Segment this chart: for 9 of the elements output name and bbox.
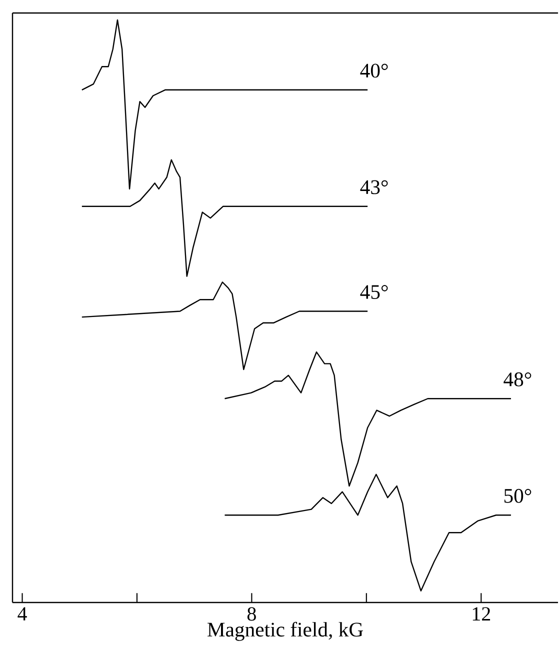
series-label: 50° (504, 488, 532, 503)
x-tick-label: 12 (472, 607, 490, 620)
series-label: 43° (360, 180, 388, 194)
x-axis-title: Magnetic field, kG (208, 622, 363, 641)
series-label: 40° (360, 64, 388, 78)
x-tick-label: 4 (18, 607, 27, 620)
series-label: 48° (504, 372, 532, 386)
x-tick-label: 8 (247, 607, 256, 621)
series-label: 45° (360, 285, 388, 299)
